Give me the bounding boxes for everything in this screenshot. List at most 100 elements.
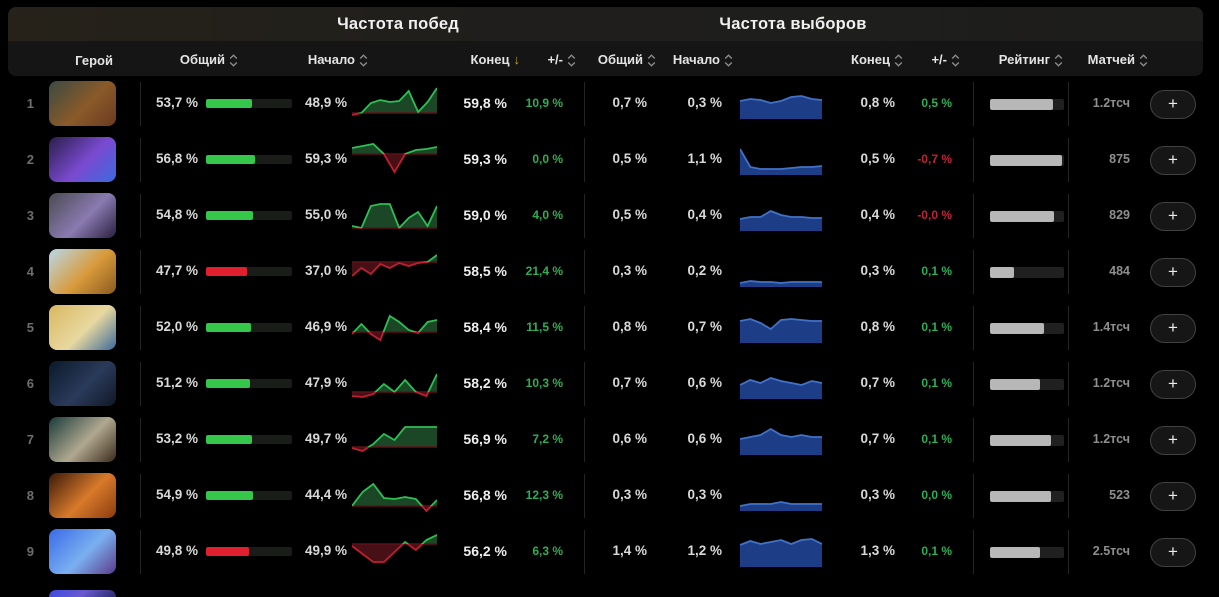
pick-start-value: 0,4 % [687, 207, 722, 222]
win-overall-value: 51,2 % [155, 375, 198, 390]
matches-count: 1.2тсч [1092, 376, 1130, 390]
win-start-value: 55,0 % [304, 207, 347, 222]
divider [584, 530, 585, 574]
win-sparkline-chart [352, 422, 437, 458]
sort-desc-icon: ↓ [513, 52, 521, 67]
pick-end-value: 0,3 % [860, 263, 895, 278]
row-rank: 4 [26, 264, 34, 279]
hero-portrait[interactable] [49, 249, 116, 294]
win-delta-value: 12,3 % [525, 488, 563, 502]
hero-portrait[interactable] [49, 81, 116, 126]
divider [973, 306, 974, 350]
add-hero-button[interactable]: + [1150, 538, 1196, 567]
pick-overall-value: 0,3 % [612, 487, 647, 502]
table-row: 2 56,8 % 59,3 % 59,3 % 0,0 % 0,5 % 1,1 %… [0, 132, 1219, 188]
win-end-value: 58,4 % [463, 319, 507, 335]
column-header-band: Герой Общий Начало Конец ↓ +/- Общий Нача… [8, 41, 1203, 76]
row-rank: 3 [26, 208, 34, 223]
divider [1068, 306, 1069, 350]
divider [584, 418, 585, 462]
section-header-band: Частота побед Частота выборов [8, 7, 1203, 41]
add-hero-button[interactable]: + [1150, 202, 1196, 231]
pick-end-value: 0,8 % [860, 319, 895, 334]
divider [973, 194, 974, 238]
pick-start-value: 1,2 % [687, 543, 722, 558]
divider [973, 474, 974, 518]
matches-count: 829 [1109, 208, 1130, 222]
win-overall-bar [206, 491, 292, 500]
pick-start-value: 0,6 % [687, 375, 722, 390]
hero-portrait[interactable] [49, 361, 116, 406]
sort-both-icon [647, 53, 656, 68]
column-header-win-delta[interactable]: +/- [506, 52, 576, 68]
win-overall-value: 53,2 % [155, 431, 198, 446]
win-end-value: 56,2 % [463, 543, 507, 559]
divider [1068, 82, 1069, 126]
hero-portrait[interactable] [49, 193, 116, 238]
divider [140, 194, 141, 238]
column-header-win-end[interactable]: Конец ↓ [470, 52, 521, 67]
add-hero-button[interactable]: + [1150, 258, 1196, 287]
divider [140, 530, 141, 574]
hero-portrait[interactable] [49, 417, 116, 462]
pick-delta-value: 0,1 % [921, 432, 952, 446]
divider [584, 306, 585, 350]
pick-delta-value: 0,1 % [921, 376, 952, 390]
win-sparkline-chart [352, 198, 437, 234]
win-sparkline-chart [352, 534, 437, 570]
win-sparkline-chart [352, 478, 437, 514]
table-row: 7 53,2 % 49,7 % 56,9 % 7,2 % 0,6 % 0,6 %… [0, 412, 1219, 468]
win-overall-value: 56,8 % [155, 151, 198, 166]
divider [973, 362, 974, 406]
win-overall-bar [206, 211, 292, 220]
add-hero-button[interactable]: + [1150, 482, 1196, 511]
win-delta-value: 10,3 % [525, 376, 563, 390]
add-hero-button[interactable]: + [1150, 146, 1196, 175]
win-delta-value: 0,0 % [532, 152, 563, 166]
column-header-pick-delta[interactable]: +/- [890, 52, 960, 68]
win-delta-value: 4,0 % [532, 208, 563, 222]
hero-portrait[interactable] [49, 305, 116, 350]
divider [140, 82, 141, 126]
column-header-win-overall[interactable]: Общий [158, 52, 238, 68]
hero-stats-table: 1 53,7 % 48,9 % 59,8 % 10,9 % 0,7 % 0,3 … [0, 76, 1219, 597]
hero-portrait[interactable] [49, 529, 116, 574]
add-hero-button[interactable]: + [1150, 426, 1196, 455]
row-rank: 6 [26, 376, 34, 391]
win-overall-value: 53,7 % [155, 95, 198, 110]
rating-bar [990, 323, 1064, 334]
add-hero-button[interactable]: + [1150, 90, 1196, 119]
column-header-matches[interactable]: Матчей [1068, 52, 1148, 68]
pick-overall-value: 0,5 % [612, 207, 647, 222]
pick-overall-value: 0,6 % [612, 431, 647, 446]
pick-end-value: 0,7 % [860, 375, 895, 390]
column-header-win-start[interactable]: Начало [288, 52, 368, 68]
hero-portrait[interactable] [49, 473, 116, 518]
rating-bar-fill [990, 379, 1041, 390]
hero-portrait-partial[interactable] [49, 590, 116, 597]
pick-delta-value: -0,7 % [917, 152, 952, 166]
rating-bar-fill [990, 323, 1045, 334]
column-header-pick-start[interactable]: Начало [653, 52, 733, 68]
column-header-rating[interactable]: Рейтинг [983, 52, 1063, 68]
win-overall-bar [206, 155, 292, 164]
win-overall-bar [206, 267, 292, 276]
sort-both-icon [229, 53, 238, 68]
sort-both-icon [951, 53, 960, 68]
rating-bar [990, 99, 1064, 110]
pick-start-value: 0,7 % [687, 319, 722, 334]
column-header-pick-overall[interactable]: Общий [576, 52, 656, 68]
hero-portrait[interactable] [49, 137, 116, 182]
add-hero-button[interactable]: + [1150, 314, 1196, 343]
add-hero-button[interactable]: + [1150, 370, 1196, 399]
column-header-pick-end[interactable]: Конец [823, 52, 903, 68]
win-overall-value: 54,8 % [155, 207, 198, 222]
rating-bar-fill [990, 155, 1062, 166]
matches-count: 1.2тсч [1092, 96, 1130, 110]
pick-end-value: 0,3 % [860, 487, 895, 502]
pick-start-value: 0,3 % [687, 487, 722, 502]
pick-sparkline-chart [740, 313, 822, 343]
win-overall-bar [206, 435, 292, 444]
divider [1068, 194, 1069, 238]
win-overall-bar [206, 99, 292, 108]
